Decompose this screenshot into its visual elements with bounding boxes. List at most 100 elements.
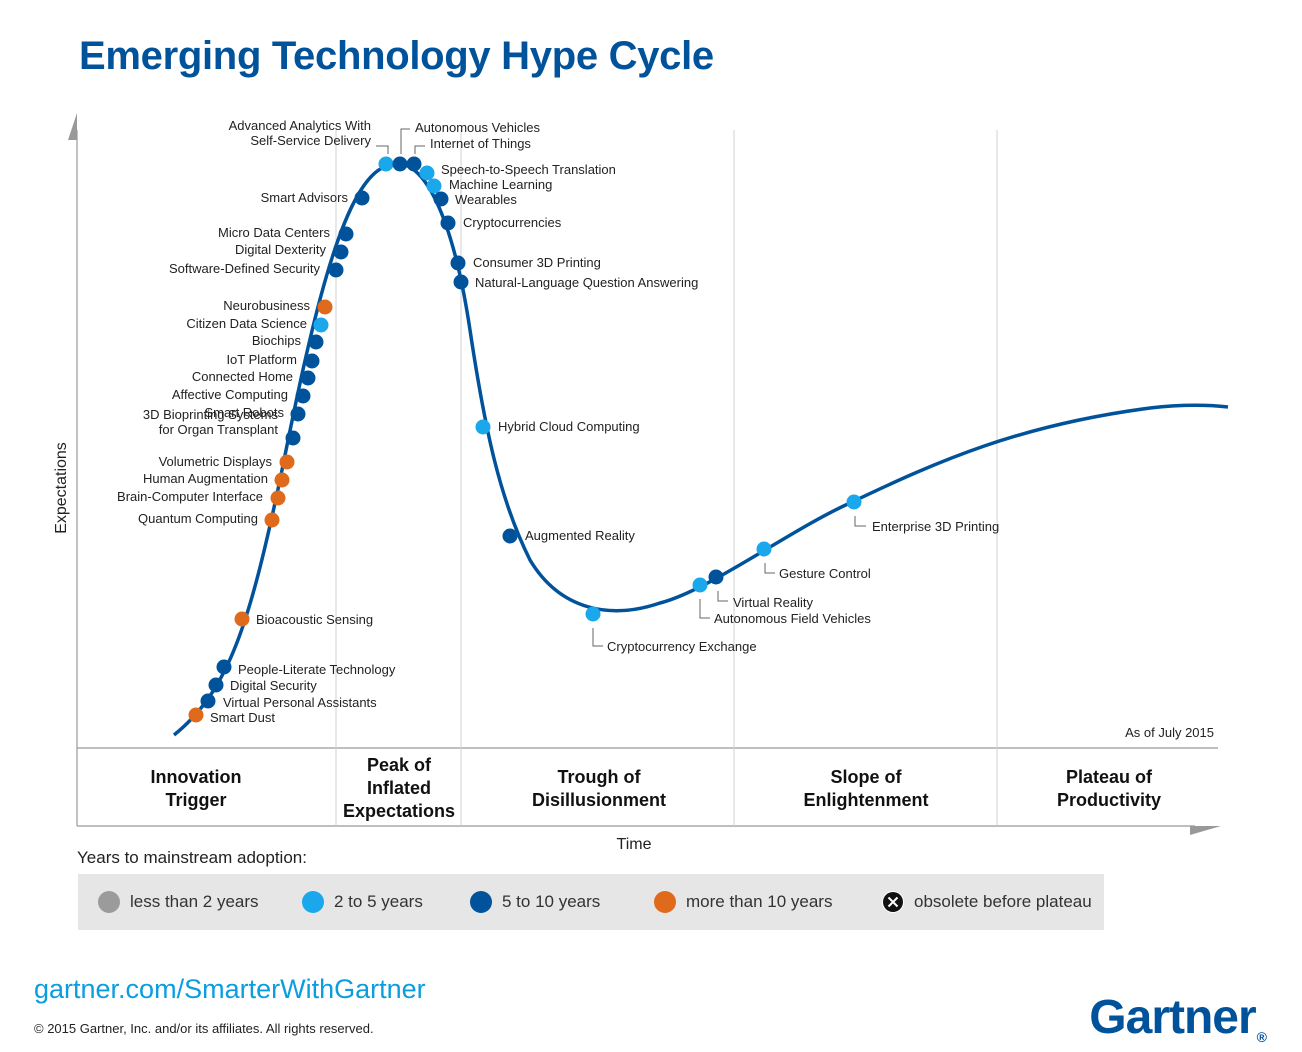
phase-innovation-trigger: Innovation Trigger: [151, 767, 242, 810]
phase-line: Plateau of: [1066, 767, 1153, 787]
label-line: Virtual Personal Assistants: [223, 695, 377, 710]
legend-item-obsolete-before-plateau: obsolete before plateau: [882, 874, 1092, 930]
label-human-augmentation: Human Augmentation: [143, 471, 268, 486]
y-axis-arrow: [68, 113, 77, 140]
dot-neurobusiness: [317, 299, 333, 315]
label-3d-bioprinting-systems-for-organ-transplant: 3D Bioprinting Systems for Organ Transpla…: [143, 407, 279, 437]
legend-label: 5 to 10 years: [502, 892, 601, 911]
hype-curve: [172, 161, 1229, 737]
dot-speech-to-speech-translation: [419, 165, 435, 181]
phase-line: Disillusionment: [532, 790, 666, 810]
legend-dot-icon: [302, 891, 324, 913]
leader-cryptocurrency-exchange: [592, 628, 603, 647]
phase-dividers: [335, 130, 998, 826]
label-line: People-Literate Technology: [238, 662, 396, 677]
label-line: Connected Home: [192, 369, 293, 384]
label-line: Internet of Things: [430, 136, 531, 151]
label-neurobusiness: Neurobusiness: [223, 298, 310, 313]
label-autonomous-vehicles: Autonomous Vehicles: [415, 120, 541, 135]
dot-advanced-analytics-with-self-service-delivery: [378, 156, 394, 172]
dot-internet-of-things: [406, 156, 422, 172]
label-line: Consumer 3D Printing: [473, 255, 601, 270]
legend-item-less-than-2-years: less than 2 years: [98, 874, 259, 930]
chart-axes: [68, 113, 1221, 835]
label-volumetric-displays: Volumetric Displays: [159, 454, 273, 469]
dot-3d-bioprinting-systems-for-organ-transplant: [285, 430, 301, 446]
phase-line: Slope of: [831, 767, 903, 787]
dot-micro-data-centers: [338, 226, 354, 242]
label-line: Hybrid Cloud Computing: [498, 419, 640, 434]
label-line: Cryptocurrencies: [463, 215, 562, 230]
label-line: Autonomous Field Vehicles: [714, 611, 871, 626]
leader-autonomous-vehicles: [400, 128, 410, 154]
label-virtual-reality: Virtual Reality: [733, 595, 813, 610]
label-line: Brain-Computer Interface: [117, 489, 263, 504]
label-line: Software-Defined Security: [169, 261, 321, 276]
label-advanced-analytics-with-self-service-delivery: Advanced Analytics With Self-Service Deli…: [229, 118, 372, 148]
label-line: Citizen Data Science: [186, 316, 307, 331]
page-title: Emerging Technology Hype Cycle: [79, 34, 714, 78]
y-axis-label: Expectations: [53, 442, 70, 534]
label-biochips: Biochips: [252, 333, 302, 348]
dot-bioacoustic-sensing: [234, 611, 250, 627]
legend-label: obsolete before plateau: [914, 892, 1092, 911]
label-line: Self-Service Delivery: [250, 133, 371, 148]
dot-people-literate-technology: [216, 659, 232, 675]
label-line: Gesture Control: [779, 566, 871, 581]
label-software-defined-security: Software-Defined Security: [169, 261, 321, 276]
legend-item-5-to-10-years: 5 to 10 years: [470, 874, 600, 930]
logo-text: Gartner: [1089, 991, 1256, 1044]
label-enterprise-3d-printing: Enterprise 3D Printing: [872, 519, 999, 534]
phase-line: Enlightenment: [804, 790, 929, 810]
legend-dot-icon: [98, 891, 120, 913]
phase-plateau-of-productivity: Plateau of Productivity: [1057, 767, 1161, 810]
label-line: Natural-Language Question Answering: [475, 275, 698, 290]
label-line: Smart Advisors: [261, 190, 349, 205]
label-augmented-reality: Augmented Reality: [525, 528, 635, 543]
label-digital-dexterity: Digital Dexterity: [235, 242, 327, 257]
phase-peak-of-inflated-expectations: Peak of Inflated Expectations: [343, 755, 455, 821]
dot-quantum-computing: [264, 512, 280, 528]
legend-dot-icon: [654, 891, 676, 913]
phase-labels: Innovation Trigger Peak of Inflated Expectat…: [151, 755, 1162, 821]
dot-smart-robots: [290, 406, 306, 422]
x-axis-label: Time: [617, 836, 652, 850]
phase-slope-of-enlightenment: Slope of Enlightenment: [804, 767, 929, 810]
label-connected-home: Connected Home: [192, 369, 293, 384]
dot-citizen-data-science: [313, 317, 329, 333]
label-machine-learning: Machine Learning: [449, 177, 552, 192]
label-internet-of-things: Internet of Things: [430, 136, 531, 151]
phase-line: Trigger: [165, 790, 226, 810]
label-line: Speech-to-Speech Translation: [441, 162, 616, 177]
dot-cryptocurrencies: [440, 215, 456, 231]
label-line: Virtual Reality: [733, 595, 813, 610]
site-link[interactable]: gartner.com/SmarterWithGartner: [34, 974, 426, 1004]
label-line: Human Augmentation: [143, 471, 268, 486]
dot-software-defined-security: [328, 262, 344, 278]
dot-gesture-control: [756, 541, 772, 557]
leader-virtual-reality: [717, 591, 728, 602]
label-speech-to-speech-translation: Speech-to-Speech Translation: [441, 162, 616, 177]
label-line: Bioacoustic Sensing: [256, 612, 373, 627]
label-line: Wearables: [455, 192, 517, 207]
technology-dots: [188, 156, 862, 723]
legend-item-more-than-10-years: more than 10 years: [654, 874, 832, 930]
phase-line: Expectations: [343, 801, 455, 821]
dot-human-augmentation: [274, 472, 290, 488]
label-smart-advisors: Smart Advisors: [261, 190, 349, 205]
obsolete-x-icon: [882, 891, 904, 913]
label-consumer-3d-printing: Consumer 3D Printing: [473, 255, 601, 270]
dot-biochips: [308, 334, 324, 350]
legend: less than 2 years 2 to 5 years 5 to 10 yea…: [78, 874, 1104, 930]
dot-natural-language-question-answering: [453, 274, 469, 290]
label-line: Advanced Analytics With: [229, 118, 371, 133]
copyright-text: © 2015 Gartner, Inc. and/or its affiliat…: [34, 1021, 374, 1036]
dot-consumer-3d-printing: [450, 255, 466, 271]
registered-mark: ®: [1256, 1029, 1267, 1045]
leader-gesture-control: [764, 563, 775, 574]
label-bioacoustic-sensing: Bioacoustic Sensing: [256, 612, 373, 627]
dot-volumetric-displays: [279, 454, 295, 470]
label-line: Affective Computing: [172, 387, 288, 402]
